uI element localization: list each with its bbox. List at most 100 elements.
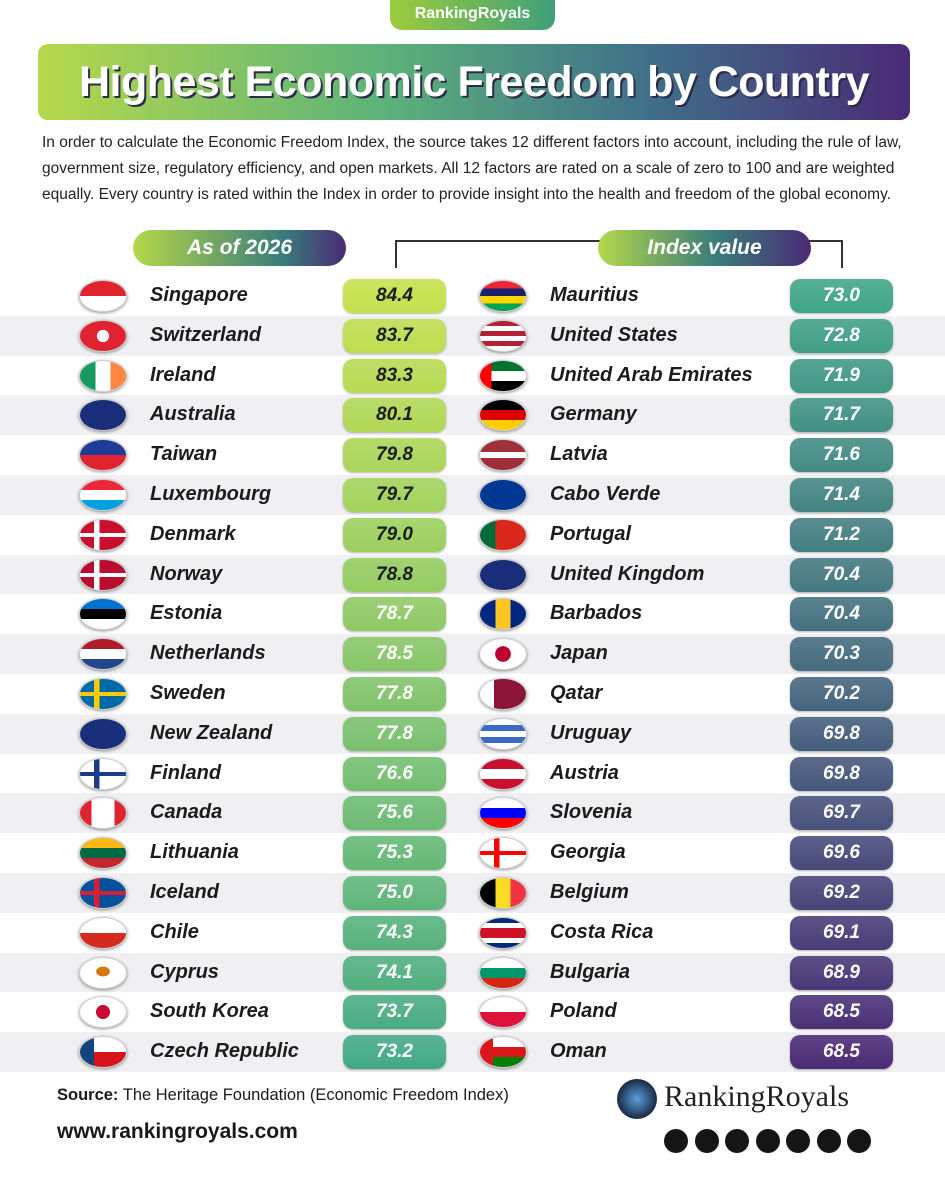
country-name: Lithuania (150, 841, 239, 864)
country-name: Japan (550, 642, 608, 665)
country-name: Netherlands (150, 642, 266, 665)
country-name: Uruguay (550, 721, 632, 744)
index-value: 79.8 (343, 438, 446, 473)
country-name: Iceland (150, 881, 219, 903)
index-value: 75.3 (343, 836, 446, 871)
index-value: 69.6 (790, 836, 893, 871)
flag-icon (79, 359, 127, 392)
country-name: United Kingdom (550, 562, 705, 585)
flag-icon (479, 280, 527, 312)
flag-icon (479, 797, 527, 830)
flag-icon (79, 797, 127, 830)
index-value: 84.4 (343, 279, 446, 313)
country-name: Chile (150, 920, 199, 943)
index-value: 69.8 (790, 716, 893, 751)
social-icon[interactable] (847, 1129, 871, 1153)
country-name: United States (550, 323, 678, 346)
flag-icon (479, 359, 527, 392)
index-value: 70.3 (790, 637, 893, 672)
flag-icon (479, 877, 527, 909)
website[interactable]: www.rankingroyals.com (57, 1120, 298, 1143)
country-name: New Zealand (150, 721, 273, 744)
table-row: New Zealand 77.8 Uruguay 69.8 (0, 713, 945, 754)
flag-icon (79, 717, 127, 750)
country-name: Canada (150, 801, 223, 824)
source-label: Source: (57, 1086, 119, 1104)
index-value: 83.7 (343, 318, 446, 353)
country-name: Taiwan (150, 443, 218, 466)
country-name: Czech Republic (150, 1040, 299, 1063)
country-name: Georgia (550, 841, 626, 864)
country-name: Austria (550, 761, 619, 784)
country-name: Latvia (550, 443, 608, 466)
social-icon[interactable] (725, 1129, 749, 1153)
flag-icon (479, 717, 527, 750)
flag-icon (479, 757, 527, 790)
index-value: 80.1 (343, 398, 446, 433)
index-value: 69.8 (790, 756, 893, 791)
social-icon[interactable] (755, 1129, 780, 1153)
flag-icon (479, 479, 527, 511)
flag-icon (79, 837, 127, 870)
table-row: South Korea 73.7 Poland 68.5 (0, 992, 945, 1032)
flag-icon (79, 877, 127, 909)
flag-icon (79, 319, 127, 352)
flag-icon (79, 598, 127, 631)
flag-icon (79, 638, 127, 671)
flag-icon (479, 399, 527, 432)
index-value: 78.7 (343, 597, 446, 632)
table-row: Cyprus 74.1 Bulgaria 68.9 (0, 952, 945, 993)
table-row: Luxembourg 79.7 Cabo Verde 71.4 (0, 475, 945, 515)
index-value: 71.2 (790, 517, 893, 552)
index-value: 68.5 (790, 1035, 893, 1070)
country-name: Portugal (550, 522, 632, 545)
index-value: 79.0 (343, 517, 446, 552)
intro-text: In order to calculate the Economic Freed… (42, 134, 902, 203)
social-icon[interactable] (694, 1129, 719, 1153)
index-value: 75.6 (343, 796, 446, 831)
country-name: Luxembourg (150, 483, 272, 505)
country-name: Mauritius (550, 284, 639, 306)
flag-icon (79, 757, 127, 790)
country-name: Switzerland (150, 323, 262, 346)
index-value: 71.7 (790, 398, 893, 433)
country-name: Germany (550, 403, 637, 426)
country-name: Poland (550, 1000, 617, 1023)
index-value: 73.7 (343, 995, 446, 1030)
flag-icon (79, 678, 127, 710)
table-row: Netherlands 78.5 Japan 70.3 (0, 634, 945, 674)
social-icon[interactable] (664, 1129, 688, 1153)
flag-icon (79, 439, 127, 472)
index-value: 77.8 (343, 677, 446, 711)
country-name: Denmark (150, 522, 236, 545)
index-value: 78.5 (343, 637, 446, 672)
flag-icon (79, 916, 127, 949)
country-name: United Arab Emirates (550, 363, 753, 386)
flag-icon (479, 319, 527, 352)
social-icon[interactable] (816, 1129, 841, 1153)
country-name: Barbados (550, 602, 643, 625)
table-row: Denmark 79.0 Portugal 71.2 (0, 515, 945, 555)
country-name: Costa Rica (550, 920, 654, 943)
flag-icon (79, 996, 127, 1029)
table-row: Singapore 84.4 Mauritius 73.0 (0, 276, 945, 316)
table-row: Estonia 78.7 Barbados 70.4 (0, 594, 945, 634)
flag-icon (479, 598, 527, 631)
flag-icon (479, 996, 527, 1029)
index-value: 69.1 (790, 915, 893, 950)
flag-icon (79, 518, 127, 551)
index-value: 70.4 (790, 557, 893, 592)
country-name: Estonia (150, 602, 223, 625)
flag-icon (79, 956, 127, 989)
country-name: Finland (150, 761, 222, 784)
country-name: Singapore (150, 284, 248, 306)
index-value: 77.8 (343, 716, 446, 751)
country-name: Cabo Verde (550, 483, 661, 505)
index-value: 70.4 (790, 597, 893, 632)
table-row: Chile 74.3 Costa Rica 69.1 (0, 913, 945, 953)
social-icon[interactable] (786, 1129, 810, 1153)
country-name: Oman (550, 1040, 607, 1063)
source-text: The Heritage Foundation (Economic Freedo… (122, 1086, 509, 1104)
country-name: Cyprus (150, 960, 219, 983)
index-value: 78.8 (343, 557, 446, 592)
